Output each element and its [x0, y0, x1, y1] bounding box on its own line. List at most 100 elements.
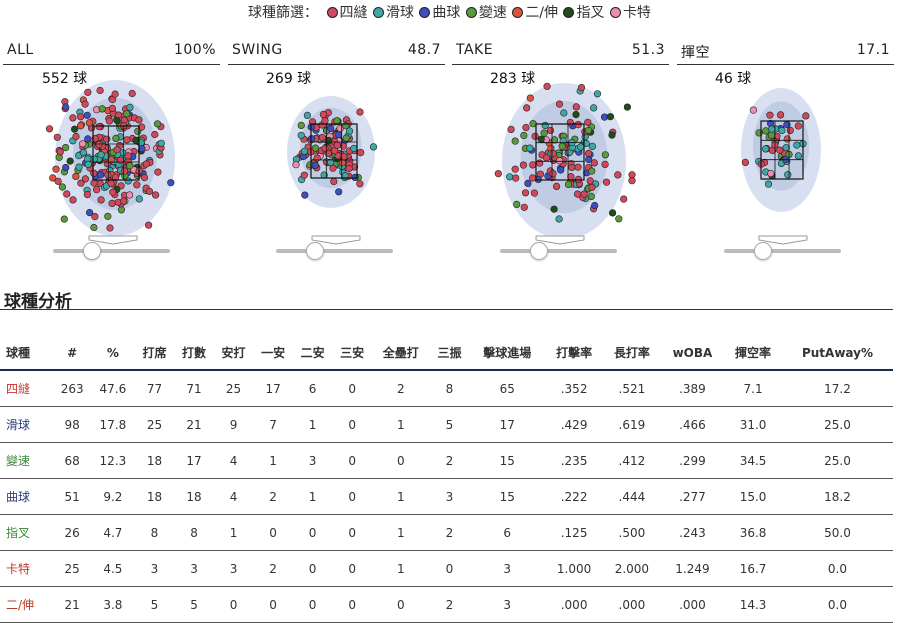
stat-cell: 2 [429, 586, 470, 623]
column-header[interactable]: % [91, 336, 135, 371]
density-slider[interactable] [53, 242, 170, 260]
pitch-point [97, 151, 105, 159]
pitch-type-cell[interactable]: 指叉 [0, 514, 54, 551]
pitch-point [311, 161, 319, 169]
pitch-point [297, 131, 305, 139]
stat-cell: .235 [545, 442, 603, 479]
pitch-point [83, 111, 91, 119]
pitch-type-cell[interactable]: 變速 [0, 442, 54, 479]
pitch-location-plot [45, 80, 175, 245]
pitch-point [782, 144, 790, 152]
pitch-point [588, 142, 596, 150]
pitch-point [526, 94, 534, 102]
column-header[interactable]: 二安 [292, 336, 333, 371]
pitch-point [327, 124, 335, 133]
pitch-point [520, 131, 528, 140]
column-header[interactable]: 揮空率 [724, 336, 782, 371]
panel-label: SWING [232, 42, 283, 58]
stat-cell: .521 [602, 370, 661, 407]
stat-cell: 3 [134, 550, 175, 587]
pitch-point [96, 171, 105, 179]
slider-handle[interactable] [530, 242, 548, 260]
table-header-row: 球種 #% 打席 打數 安打 一安 二安 三安 全壘打 三振 擊球進場 打擊率 長打率 wOBA 揮空率 Pu… [0, 336, 893, 371]
column-header[interactable]: 擊球進場 [469, 336, 546, 371]
pitch-point [552, 182, 561, 190]
table-row: 指叉 26 4.7 8 8 1 0 0 0 1 2 6.125.500.243 36.8 50.0 [0, 514, 893, 551]
column-header[interactable]: # [53, 336, 92, 371]
pitch-type-cell[interactable]: 二/伸 [0, 586, 54, 623]
stat-cell: 25.0 [781, 442, 893, 479]
stat-cell: 6 [292, 370, 333, 407]
panel-percentage: 48.7 [407, 42, 441, 58]
stat-cell: 0 [253, 586, 293, 623]
pitch-point [529, 161, 537, 169]
pitch-point [72, 172, 80, 180]
column-header[interactable]: 全壘打 [371, 336, 430, 371]
filter-option-sinker[interactable]: 二/伸 [512, 5, 558, 21]
stat-cell: 31.0 [724, 406, 782, 443]
column-header[interactable]: 打數 [174, 336, 214, 371]
stat-cell: 7 [253, 406, 293, 443]
pitch-point [92, 186, 101, 194]
stat-cell: 0 [429, 550, 470, 587]
pitch-point [133, 181, 141, 189]
column-header[interactable]: 一安 [253, 336, 293, 371]
stat-cell: 1 [292, 406, 333, 443]
filter-option-fourseam[interactable]: 四縫 [326, 5, 368, 21]
pitch-point [297, 121, 305, 130]
filter-option-changeup[interactable]: 變速 [465, 5, 507, 21]
pitch-point [108, 199, 116, 207]
pitch-point [549, 169, 557, 178]
changeup-color-dot [465, 7, 477, 18]
column-header[interactable]: PutAway% [781, 336, 893, 371]
pitch-point [52, 165, 60, 173]
column-header[interactable]: 長打率 [602, 336, 661, 371]
pitch-type-cell[interactable]: 卡特 [0, 550, 54, 587]
pitch-location-plot [494, 82, 636, 245]
pitch-point [45, 125, 54, 133]
column-header[interactable]: 安打 [213, 336, 254, 371]
pitch-point [123, 136, 131, 144]
filter-option-splitter[interactable]: 指叉 [563, 5, 604, 21]
slider-handle[interactable] [754, 242, 772, 260]
pitch-point [335, 188, 343, 196]
pitch-point [104, 171, 112, 179]
pitch-point [126, 103, 134, 112]
pitch-point [311, 144, 319, 152]
pitch-type-cell[interactable]: 曲球 [0, 478, 54, 515]
stat-cell: 3 [174, 550, 214, 587]
column-header[interactable]: 打席 [134, 336, 175, 371]
filter-option-cutter[interactable]: 卡特 [609, 5, 651, 21]
stat-cell: 36.8 [724, 514, 782, 551]
stat-cell: 18.2 [781, 478, 893, 515]
slider-handle[interactable] [83, 242, 101, 260]
pitch-point [591, 201, 599, 210]
column-header[interactable]: wOBA [660, 336, 725, 371]
stat-cell: 21 [53, 586, 92, 623]
density-slider[interactable] [500, 242, 617, 260]
density-slider[interactable] [276, 242, 393, 260]
pitch-point [623, 103, 631, 111]
pitch-point [76, 113, 85, 121]
column-header[interactable]: 球種 [0, 336, 54, 371]
pitch-point [546, 126, 555, 135]
pitch-point [49, 174, 57, 182]
pitch-point [584, 118, 592, 126]
column-header[interactable]: 三振 [429, 336, 470, 371]
column-header[interactable]: 打擊率 [545, 336, 603, 371]
stat-cell: .466 [660, 406, 725, 443]
density-slider[interactable] [724, 242, 841, 260]
pitch-count: 46 球 [715, 71, 752, 87]
filter-option-slider[interactable]: 滑球 [372, 5, 414, 21]
pitch-point [600, 113, 609, 121]
pitch-point [145, 221, 153, 229]
column-header[interactable]: 三安 [332, 336, 372, 371]
stat-cell: 2 [429, 514, 470, 551]
pitch-type-cell[interactable]: 四縫 [0, 370, 54, 407]
filter-option-curveball[interactable]: 曲球 [419, 5, 460, 21]
pitch-point [512, 174, 520, 182]
pitch-point [506, 173, 514, 181]
slider-handle[interactable] [306, 242, 324, 260]
pitch-type-cell[interactable]: 滑球 [0, 406, 54, 443]
stat-cell: .412 [602, 442, 661, 479]
